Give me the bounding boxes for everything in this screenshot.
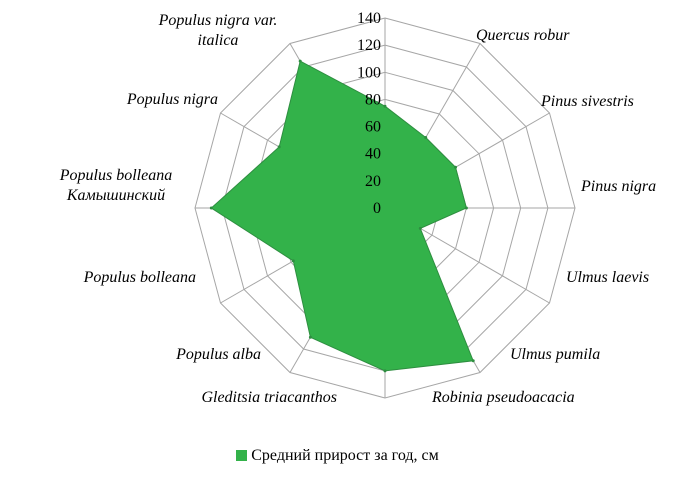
data-point-11	[298, 59, 302, 63]
category-label-2: Pinus nigra	[580, 178, 656, 195]
tick-label-0: 0	[373, 200, 381, 217]
category-label-10: Populus nigra	[126, 91, 218, 108]
category-label-0: Quercus robur	[476, 27, 570, 44]
category-label-7: Populus alba	[175, 346, 261, 363]
tick-label-120: 120	[357, 37, 381, 54]
data-point-3	[464, 206, 468, 210]
legend-swatch	[236, 450, 248, 461]
series-area-0	[210, 60, 474, 372]
tick-label-40: 40	[365, 146, 381, 163]
radial-axis-ticks: 0 20 40 60 80 100 120 140	[357, 10, 381, 217]
category-label-5: Robinia pseudoacacia	[431, 389, 575, 406]
category-label-8: Populus bolleana	[83, 269, 196, 286]
category-label-1: Pinus sivestris	[540, 93, 634, 110]
data-point-0	[383, 104, 387, 108]
category-label-3: Ulmus laevis	[566, 269, 649, 286]
data-point-8	[291, 259, 295, 263]
tick-label-20: 20	[365, 173, 381, 190]
data-point-1	[424, 136, 428, 139]
category-labels: Quercus robur Pinus sivestris Pinus nigra U…	[59, 12, 656, 406]
data-point-5	[471, 359, 475, 363]
data-point-9	[209, 206, 213, 210]
data-point-7	[308, 335, 312, 339]
series-layer	[209, 59, 475, 373]
data-point-10	[277, 145, 281, 149]
data-point-6	[383, 369, 387, 373]
tick-label-100: 100	[357, 64, 381, 81]
radar-chart: 0 20 40 60 80 100 120 140 Quercus robur Pinus si…	[59, 10, 656, 406]
tick-label-140: 140	[357, 10, 381, 27]
legend: Средний прирост за год, см	[0, 447, 675, 465]
category-label-9: Populus bolleana Камышинский	[59, 167, 172, 204]
category-label-6: Gleditsia triacanthos	[201, 389, 337, 406]
data-point-2	[454, 165, 457, 169]
tick-label-80: 80	[365, 91, 381, 108]
tick-label-60: 60	[365, 119, 381, 136]
category-label-4: Ulmus pumila	[510, 346, 600, 363]
category-label-11: Populus nigra var. italica	[158, 12, 278, 49]
legend-label: Средний прирост за год, см	[251, 447, 439, 464]
data-point-4	[418, 226, 422, 230]
